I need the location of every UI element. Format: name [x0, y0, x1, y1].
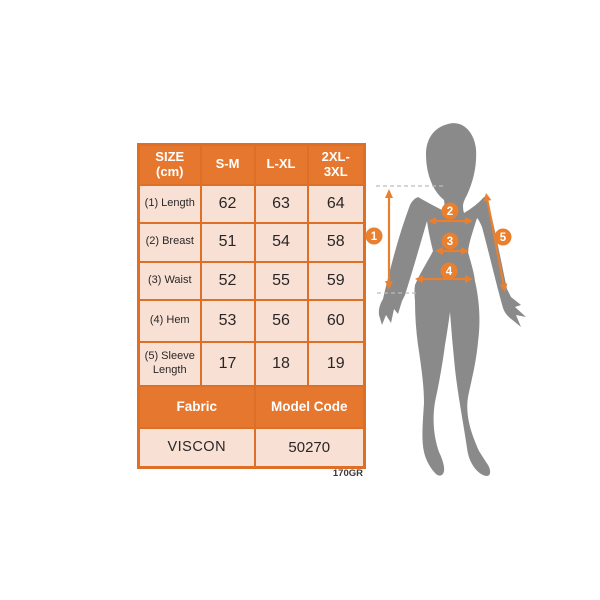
fabric-value: VISCON — [137, 426, 256, 469]
waist-arrow — [435, 247, 469, 255]
waist-l-xl: 55 — [253, 260, 309, 301]
marker-2-icon: 2 — [441, 202, 459, 220]
sleeve-l-xl: 18 — [253, 340, 309, 387]
length-2xl-3xl: 64 — [306, 183, 366, 224]
hem-l-xl: 56 — [253, 298, 309, 343]
svg-text:3: 3 — [447, 236, 453, 248]
row-label-length: (1) Length — [137, 183, 202, 224]
hem-arrow — [415, 275, 473, 283]
table-footer-value-row: VISCON 50270 — [137, 426, 366, 469]
length-s-m: 62 — [199, 183, 256, 224]
table-row-waist: (3) Waist 52 55 59 — [137, 260, 366, 301]
table-row-sleeve-length: (5) Sleeve Length 17 18 19 — [137, 340, 366, 387]
length-l-xl: 63 — [253, 183, 309, 224]
waist-s-m: 52 — [199, 260, 256, 301]
svg-text:4: 4 — [446, 266, 453, 278]
table-row-hem: (4) Hem 53 56 60 — [137, 298, 366, 343]
table-header-row: SIZE (cm) S-M L-XL 2XL-3XL — [137, 143, 366, 186]
row-label-hem: (4) Hem — [137, 298, 202, 343]
breast-2xl-3xl: 58 — [306, 221, 366, 263]
woman-silhouette — [378, 123, 526, 477]
marker-5-icon: 5 — [494, 228, 512, 246]
size-cm-header: SIZE (cm) — [137, 143, 202, 186]
table-footer-header-row: Fabric Model Code — [137, 384, 366, 429]
sleeve-arrow — [483, 193, 508, 292]
measurement-figure: 1 2 3 4 5 — [365, 123, 526, 477]
row-label-waist: (3) Waist — [137, 260, 202, 301]
weight-footnote: 170GR — [332, 468, 363, 479]
table-row-breast: (2) Breast 51 54 58 — [137, 221, 366, 263]
model-code-value: 50270 — [253, 426, 366, 469]
breast-s-m: 51 — [199, 221, 256, 263]
breast-l-xl: 54 — [253, 221, 309, 263]
model-code-header: Model Code — [253, 384, 366, 429]
col-header-l-xl: L-XL — [253, 143, 309, 186]
row-label-sleeve-length: (5) Sleeve Length — [137, 340, 202, 387]
hem-s-m: 53 — [199, 298, 256, 343]
sleeve-2xl-3xl: 19 — [306, 340, 366, 387]
marker-3-icon: 3 — [441, 232, 459, 250]
marker-4-icon: 4 — [440, 262, 458, 280]
svg-text:1: 1 — [371, 231, 378, 243]
size-table: SIZE (cm) S-M L-XL 2XL-3XL (1) Length 62… — [137, 143, 366, 469]
waist-2xl-3xl: 59 — [306, 260, 366, 301]
svg-text:5: 5 — [500, 232, 507, 244]
fabric-header: Fabric — [137, 384, 256, 429]
sleeve-s-m: 17 — [199, 340, 256, 387]
length-arrow — [385, 189, 393, 290]
col-header-2xl-3xl: 2XL-3XL — [306, 143, 366, 186]
hem-2xl-3xl: 60 — [306, 298, 366, 343]
marker-1-icon: 1 — [365, 227, 383, 245]
row-label-breast: (2) Breast — [137, 221, 202, 263]
table-row-length: (1) Length 62 63 64 — [137, 183, 366, 224]
svg-text:2: 2 — [447, 206, 453, 218]
breast-arrow — [428, 217, 473, 225]
col-header-s-m: S-M — [199, 143, 256, 186]
